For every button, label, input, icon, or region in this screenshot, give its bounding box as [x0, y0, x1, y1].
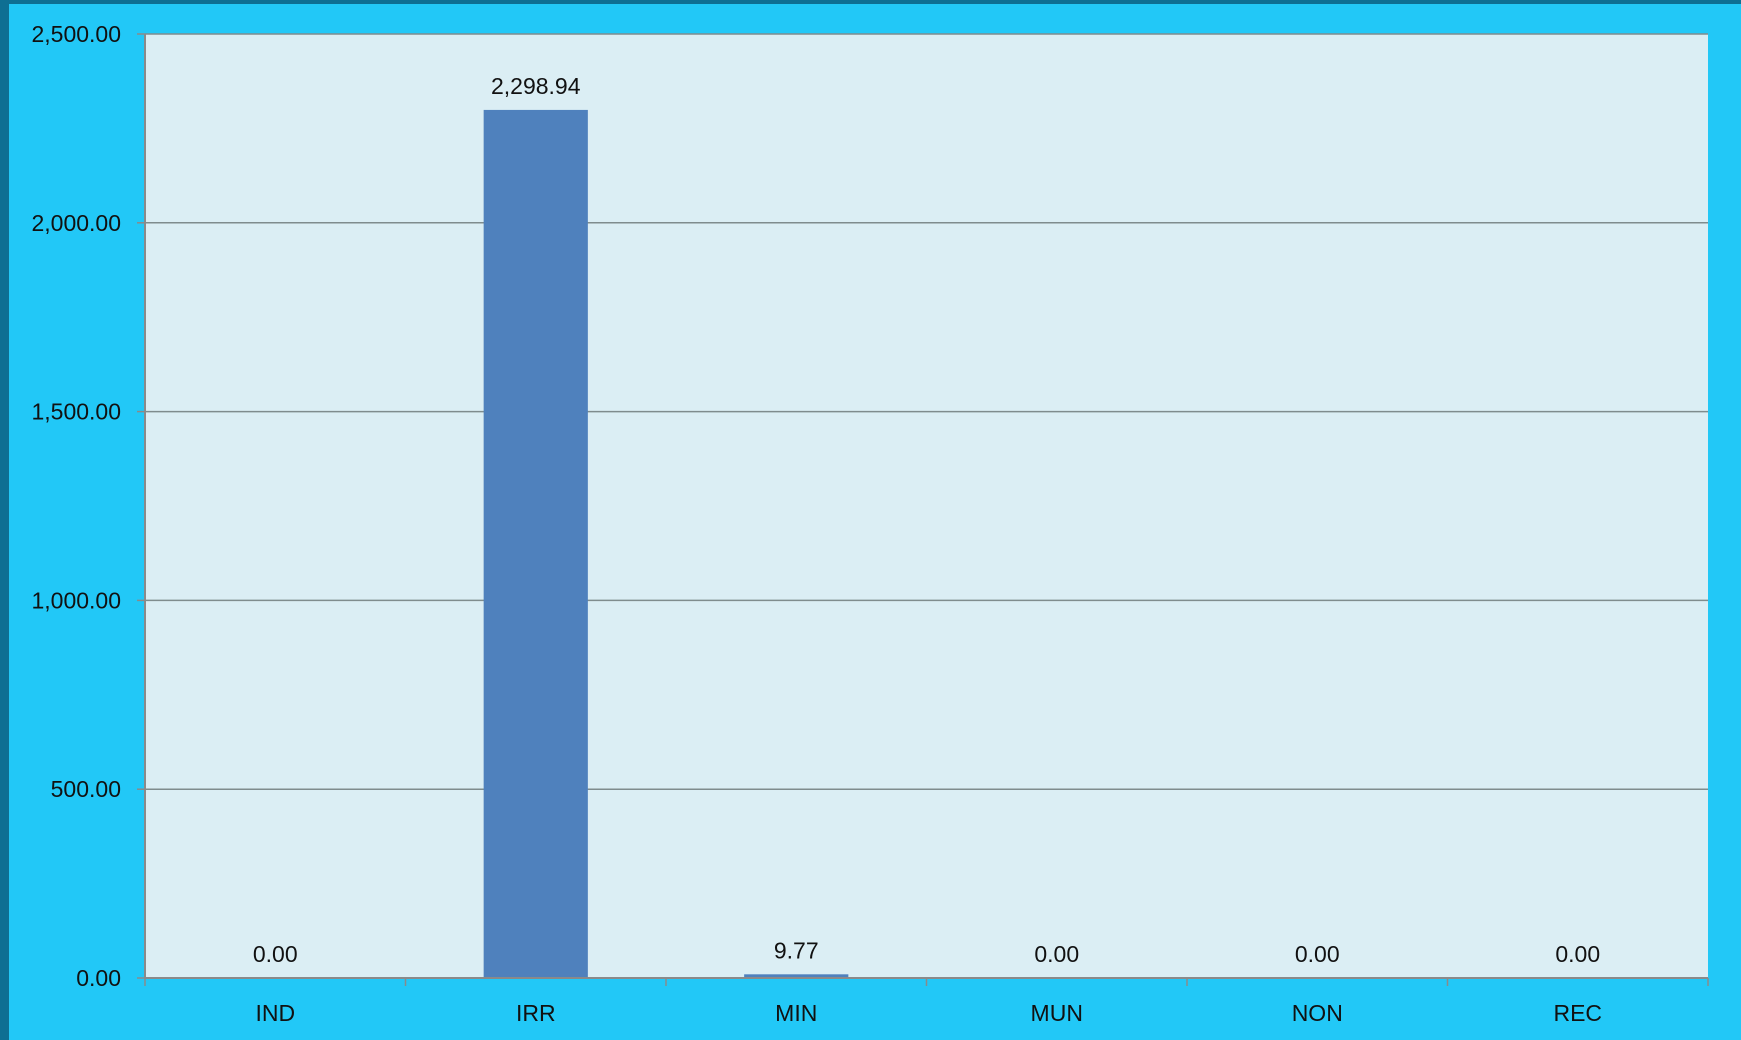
- category-label-min: MIN: [775, 1000, 817, 1026]
- labels: 0.00 500.00 1,000.00 1,500.00 2,000.00 2,500.…: [31, 21, 1602, 1026]
- data-label-irr: 2,298.94: [491, 73, 581, 99]
- axes: [137, 33, 1709, 986]
- y-tick-label: 1,500.00: [31, 399, 121, 425]
- y-tick-label: 2,000.00: [31, 210, 121, 236]
- bar-irr: [483, 109, 588, 978]
- y-tick-label: 0.00: [76, 965, 121, 991]
- y-tick-label: 2,500.00: [31, 21, 121, 47]
- data-label-ind: 0.00: [253, 941, 298, 967]
- data-label-non: 0.00: [1295, 941, 1340, 967]
- plot-area: [145, 34, 1708, 978]
- category-label-irr: IRR: [516, 1000, 556, 1026]
- data-label-rec: 0.00: [1555, 941, 1600, 967]
- y-tick-label: 1,000.00: [31, 587, 121, 613]
- category-label-mun: MUN: [1031, 1000, 1083, 1026]
- bar-min: [744, 974, 849, 978]
- category-label-ind: IND: [255, 1000, 295, 1026]
- y-tick-label: 500.00: [51, 776, 121, 802]
- category-label-rec: REC: [1553, 1000, 1602, 1026]
- category-label-non: NON: [1292, 1000, 1343, 1026]
- data-label-min: 9.77: [774, 937, 819, 963]
- data-label-mun: 0.00: [1034, 941, 1079, 967]
- gridlines: [145, 33, 1708, 790]
- bars: [483, 109, 849, 978]
